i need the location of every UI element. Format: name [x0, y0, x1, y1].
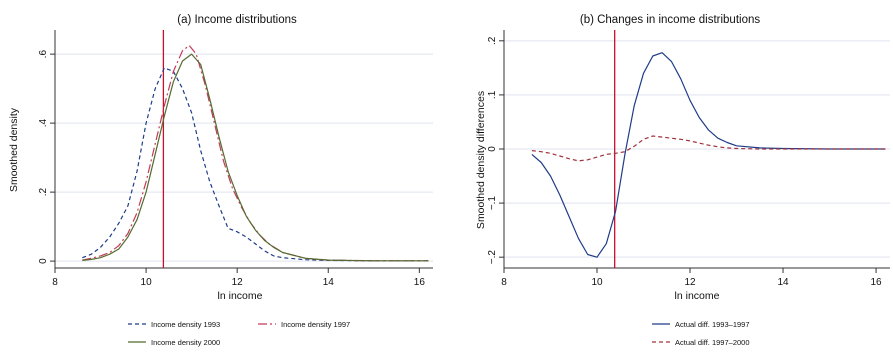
panel-b-y-tick-label: −.1 [487, 196, 498, 211]
panel-b-y-tick-label: .1 [487, 90, 498, 99]
panel-b-x-tick-label: 8 [501, 277, 507, 288]
panel-a-x-tick-label: 8 [52, 277, 58, 288]
panel-b-x-tick-label: 12 [684, 277, 696, 288]
panel-a-legend-label-income-density-1993: Income density 1993 [151, 320, 220, 329]
panel-a-x-tick-label: 14 [323, 277, 335, 288]
panel-a-y-tick-label: .4 [38, 119, 49, 128]
panel-a-x-tick-label: 10 [141, 277, 153, 288]
panel-b-y-tick-label: −.2 [487, 250, 498, 265]
panel-a-legend-label-income-density-1997: Income density 1997 [281, 320, 350, 329]
panel-b-y-tick-label: 0 [487, 146, 498, 152]
panel-b-title: (b) Changes in income distributions [580, 14, 761, 26]
panel-b-legend-label-actual-diff-1993-1997: Actual diff. 1993–1997 [675, 320, 750, 329]
panel-a-x-tick-label: 12 [232, 277, 244, 288]
panel-a-y-tick-label: .2 [38, 188, 49, 197]
panel-b-legend-label-actual-diff-1997-2000: Actual diff. 1997–2000 [675, 338, 750, 347]
panel-b-income-changes: (b) Changes in income distributions −.2−… [475, 14, 890, 347]
panel-b-x-tick-label: 10 [591, 277, 603, 288]
panel-a-series-income-density-1997 [82, 44, 429, 262]
panel-b-x-tick-label: 14 [777, 277, 789, 288]
panel-a-title: (a) Income distributions [177, 14, 297, 26]
panel-a-y-tick-label: 0 [38, 258, 49, 264]
panel-a-gridlines [55, 53, 433, 262]
panel-a-legend-label-income-density-2000: Income density 2000 [151, 338, 220, 347]
panel-a-y-tick-label: .6 [38, 50, 49, 59]
panel-b-series-actual-diff-1997-2000 [531, 135, 886, 162]
panel-b-x-tick-label: 16 [870, 277, 882, 288]
panel-a-legend: Income density 1993 Income density 1997 In… [128, 320, 350, 347]
panel-b-x-ticks: 8 10 12 14 16 [501, 268, 882, 288]
panel-a-series-income-density-1993 [82, 67, 429, 262]
panel-a-series [82, 44, 429, 262]
panel-a-x-label: ln income [218, 290, 263, 302]
panel-a-y-label: Smoothed density [8, 107, 20, 192]
panel-b-y-ticks: −.2 −.1 0 .1 .2 [487, 36, 504, 264]
panel-a-x-tick-label: 16 [414, 277, 426, 288]
panel-a-x-ticks: 8 10 12 14 16 [52, 268, 425, 288]
panel-b-series [531, 52, 886, 258]
panel-b-legend: Actual diff. 1993–1997 Actual diff. 1997–… [652, 320, 750, 347]
panel-a-series-income-density-2000 [82, 53, 429, 262]
panel-b-y-label: Smoothed density differences [475, 91, 487, 229]
panel-b-x-label: ln income [675, 290, 720, 302]
panel-a-y-ticks: 0 .2 .4 .6 [38, 50, 55, 264]
panel-b-y-tick-label: .2 [487, 36, 498, 45]
panel-a-income-distributions: (a) Income distributions 0 .2 .4 .6 8 10 12 14… [8, 14, 433, 347]
panel-b-series-actual-diff-1993-1997 [531, 52, 886, 258]
